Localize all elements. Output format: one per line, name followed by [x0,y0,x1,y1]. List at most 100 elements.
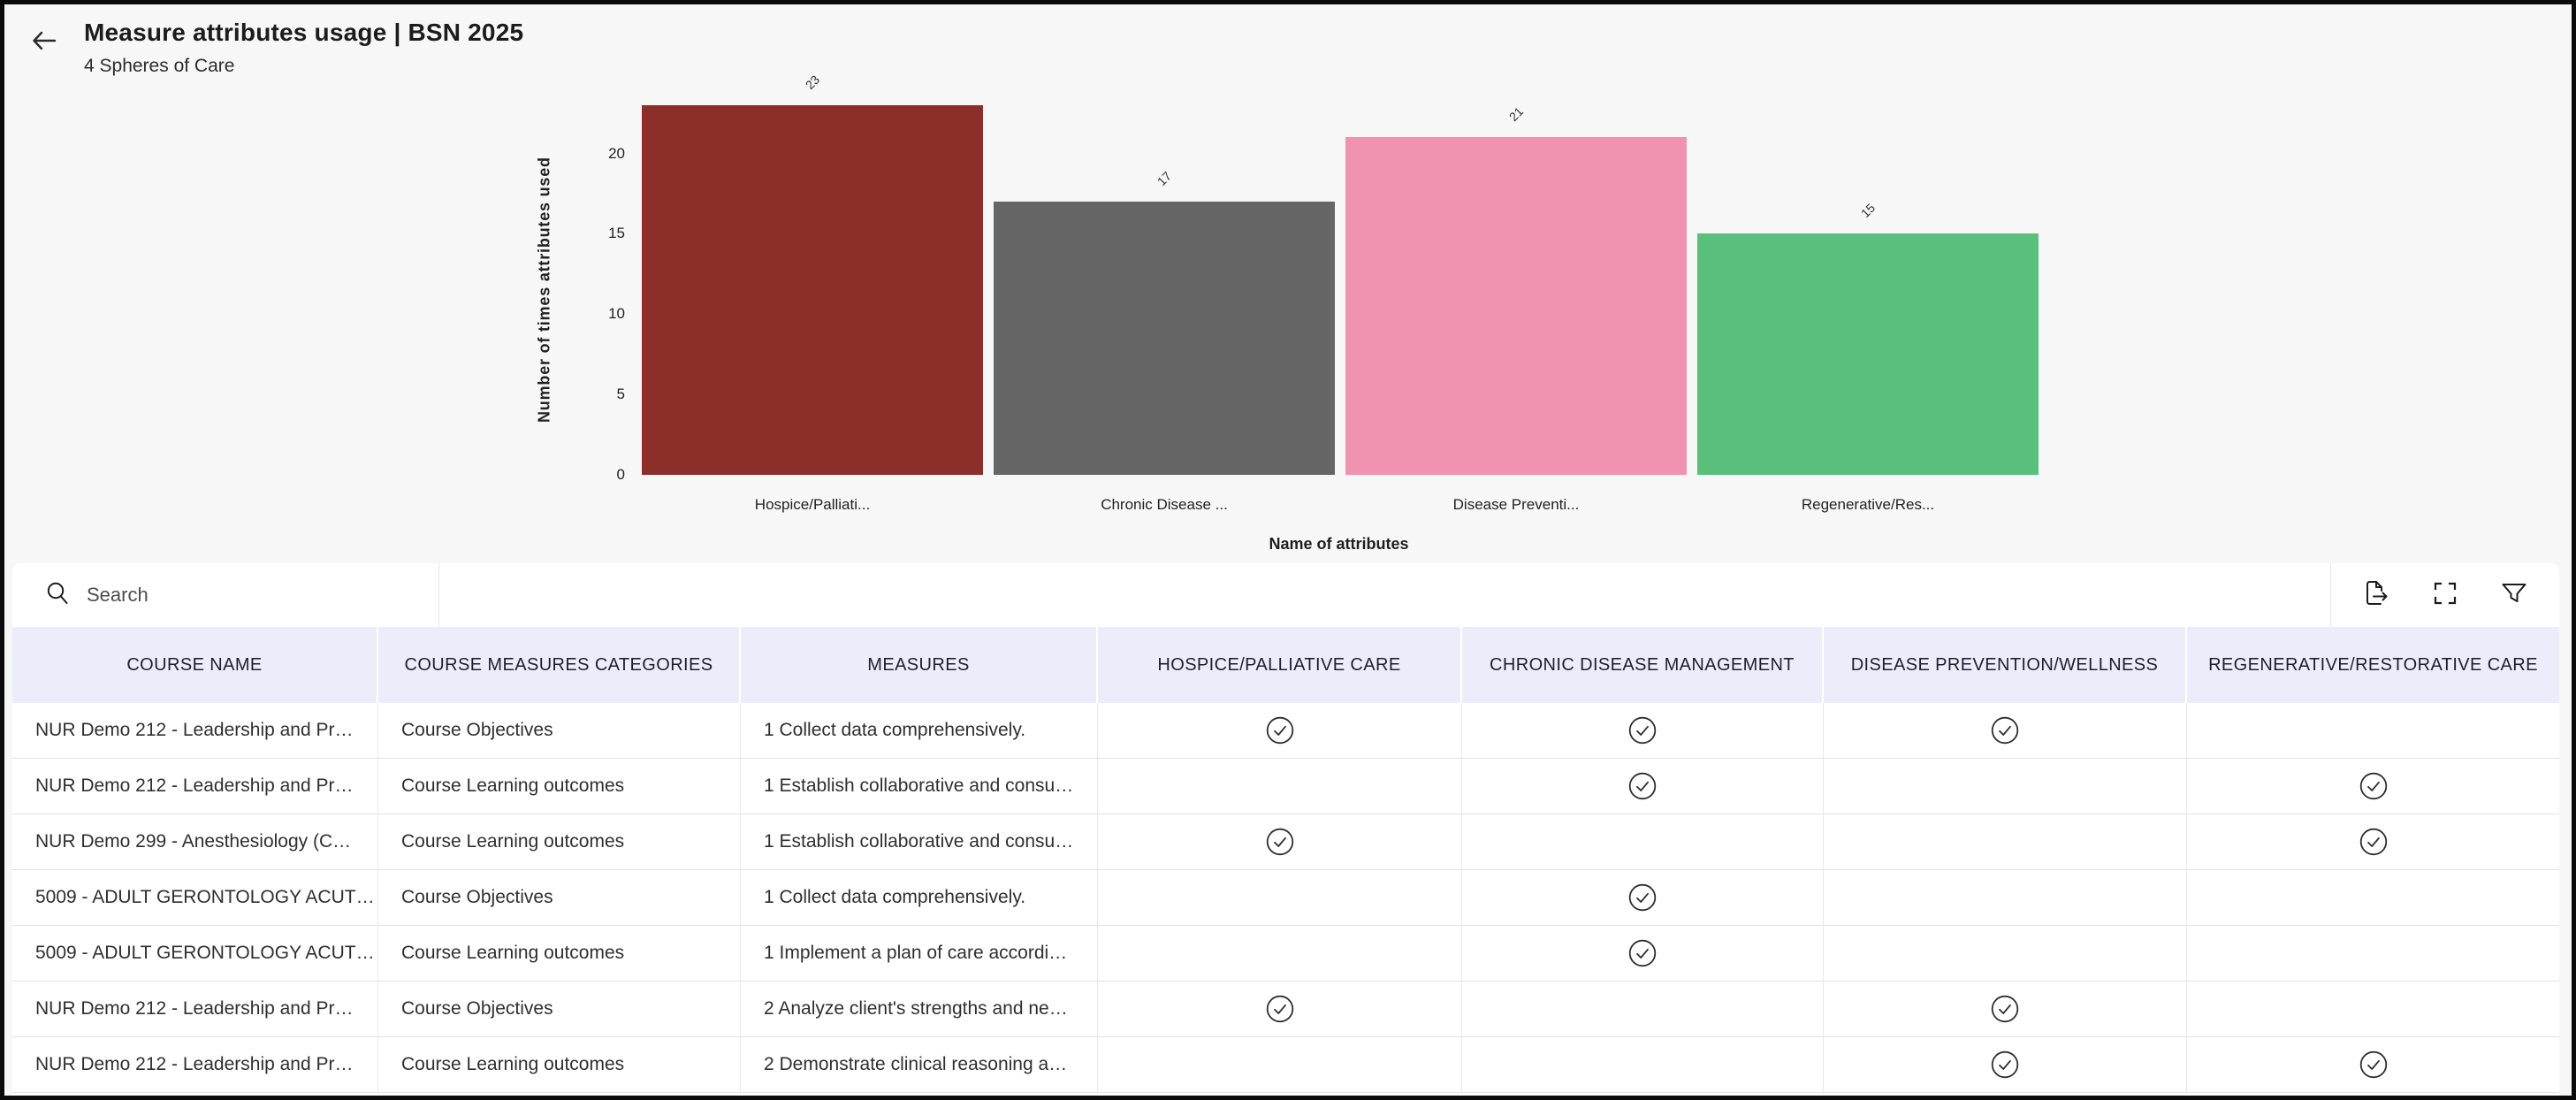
course-name-cell: NUR Demo 212 - Leadership and Pr… [12,982,378,1036]
table-header-row: COURSE NAME COURSE MEASURES CATEGORIES MEA… [12,627,2559,703]
checkmark-icon [1266,995,1294,1023]
measures-category-cell: Course Objectives [378,703,741,758]
table-row: 5009 - ADULT GERONTOLOGY ACUT… Course Obj… [12,870,2559,926]
toolbar-spacer [439,563,2330,627]
checkmark-icon [1266,716,1294,745]
course-name-cell: NUR Demo 212 - Leadership and Pr… [12,1037,378,1092]
attribute-empty-cell [2187,926,2559,981]
attribute-empty-cell [1824,926,2187,981]
chart-bar[interactable]: 17 [994,169,1335,475]
attribute-check-cell [1824,703,2187,758]
measure-cell: 1 Collect data comprehensively. [741,870,1098,925]
table-row: NUR Demo 212 - Leadership and Pr… Course … [12,703,2559,759]
y-tick-label: 10 [608,305,625,323]
attribute-check-cell [1098,982,1462,1036]
checkmark-icon [1628,716,1657,745]
search-input[interactable] [87,584,387,607]
column-header[interactable]: HOSPICE/PALLIATIVE CARE [1098,627,1462,703]
measures-category-cell: Course Learning outcomes [378,759,741,814]
table-row: 5009 - ADULT GERONTOLOGY ACUT… Course Lea… [12,926,2559,982]
measure-cell: 1 Implement a plan of care accordi… [741,926,1098,981]
title-block: Measure attributes usage | BSN 2025 4 Sp… [84,19,523,77]
chart-section: Measure attributes usage | BSN 2025 4 Sp… [4,4,2572,563]
export-button[interactable] [2361,580,2391,610]
table-body: NUR Demo 212 - Leadership and Pr… Course … [12,703,2559,1096]
y-axis: 0 5 10 15 20 [570,105,625,483]
column-header[interactable]: MEASURES [741,627,1098,703]
attribute-check-cell [1098,703,1462,758]
attribute-empty-cell [2187,982,2559,1036]
measures-category-cell: Course Learning outcomes [378,814,741,869]
measure-cell: 1 Establish collaborative and consu… [741,759,1098,814]
checkmark-icon [2359,1050,2388,1079]
column-header[interactable]: CHRONIC DISEASE MANAGEMENT [1462,627,1824,703]
filter-icon [2499,578,2529,613]
attribute-empty-cell [1098,870,1462,925]
attribute-check-cell [2187,814,2559,869]
attribute-empty-cell [1098,759,1462,814]
column-header[interactable]: COURSE NAME [12,627,378,703]
chart-bar[interactable]: 23 [642,73,983,475]
checkmark-icon [2359,772,2388,800]
attribute-check-cell [1824,982,2187,1036]
toolbar-icon-group [2330,563,2559,627]
column-header[interactable]: DISEASE PREVENTION/WELLNESS [1824,627,2187,703]
table-row: NUR Demo 212 - Leadership and Pr… Course … [12,1037,2559,1093]
measure-cell: 1 Collect data comprehensively. [741,703,1098,758]
measures-category-cell: Course Objectives [378,982,741,1036]
attribute-check-cell [1098,814,1462,869]
attribute-empty-cell [1824,870,2187,925]
x-category-label: Hospice/Palliati... [754,496,871,513]
page-subtitle: 4 Spheres of Care [84,56,235,76]
attribute-empty-cell [1824,814,2187,869]
y-tick-label: 15 [608,225,625,242]
view-header: Measure attributes usage | BSN 2025 4 Sp… [27,19,523,77]
attribute-check-cell [1462,759,1824,814]
measures-category-cell: Course Learning outcomes [378,1037,741,1092]
course-name-cell: 5009 - ADULT GERONTOLOGY ACUT… [12,870,378,925]
attribute-empty-cell [1462,1037,1824,1092]
table-row: NUR Demo 212 - Leadership and Pr… Course … [12,759,2559,814]
x-category-label: Regenerative/Res... [1801,496,1935,513]
course-name-cell: NUR Demo 299 - Anesthesiology (C… [12,814,378,869]
measure-cell: 2 Demonstrate clinical reasoning a… [741,1037,1098,1092]
x-axis-labels: Hospice/Palliati... Chronic Disease ... Di… [642,496,2036,519]
chart-bar[interactable]: 15 [1697,201,2039,475]
attribute-empty-cell [2187,703,2559,758]
checkmark-icon [1991,1050,2019,1079]
course-name-cell: NUR Demo 212 - Leadership and Pr… [12,759,378,814]
y-tick-label: 20 [608,144,625,162]
search-icon [44,580,71,611]
measure-cell: 2 Analyze client's strengths and ne… [741,982,1098,1036]
attribute-check-cell [1462,703,1824,758]
attribute-empty-cell [1098,926,1462,981]
y-tick-label: 0 [616,466,625,483]
bar-value-label: 15 [1857,200,1879,221]
measures-category-cell: Course Learning outcomes [378,926,741,981]
back-button[interactable] [27,26,61,59]
back-arrow-icon [29,26,59,60]
x-axis-title: Name of attributes [1269,535,1409,553]
column-header[interactable]: COURSE MEASURES CATEGORIES [378,627,741,703]
maximize-button[interactable] [2430,580,2460,610]
attribute-empty-cell [2187,870,2559,925]
chart-bar[interactable]: 21 [1345,104,1687,475]
filter-button[interactable] [2499,580,2529,610]
y-tick-label: 5 [616,386,625,403]
bar-value-label: 21 [1505,103,1527,125]
column-header[interactable]: REGENERATIVE/RESTORATIVE CARE [2208,654,2538,675]
page-title: Measure attributes usage | BSN 2025 [84,19,524,46]
export-icon [2361,578,2391,613]
x-category-label: Chronic Disease ... [1101,496,1228,513]
bar-value-label: 23 [802,72,823,93]
plot-area: 23 17 21 15 [642,73,2039,475]
attribute-empty-cell [1462,982,1824,1036]
attribute-empty-cell [1098,1037,1462,1092]
checkmark-icon [1628,939,1657,967]
table-row: NUR Demo 212 - Leadership and Pr… Course … [12,982,2559,1037]
search-box[interactable] [12,563,439,627]
bar-value-label: 17 [1154,168,1175,189]
checkmark-icon [1991,995,2019,1023]
